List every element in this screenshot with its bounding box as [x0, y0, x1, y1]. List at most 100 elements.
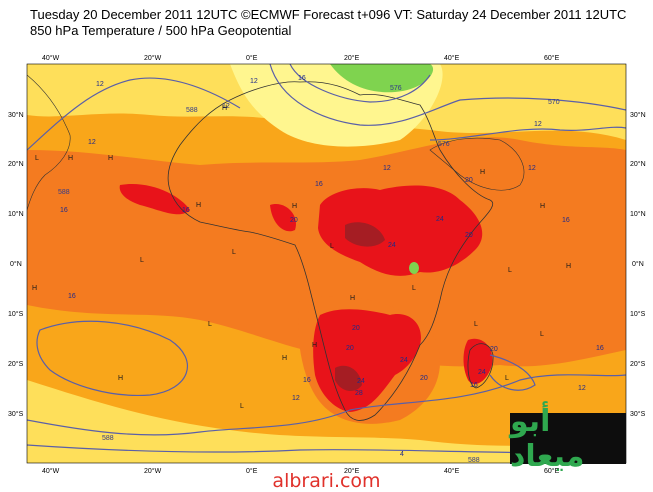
temp-band-yellow-south: [27, 380, 626, 463]
latitude-labels-left: 30°N 20°N 10°N 0°N 10°S 20°S 30°S: [8, 111, 24, 418]
contour-label: 12: [534, 121, 542, 128]
geopotential-label: 588: [58, 189, 70, 196]
pressure-mark: L: [240, 403, 244, 410]
lat-label: 20°S: [8, 360, 24, 368]
site-url-link[interactable]: albrari.com: [272, 470, 381, 492]
pressure-mark: H: [292, 203, 297, 210]
pressure-mark: H: [68, 155, 73, 162]
pressure-mark: H: [540, 203, 545, 210]
contour-label: 4: [400, 451, 404, 458]
lon-label: 40°E: [444, 54, 460, 62]
contour-label: 16: [68, 293, 76, 300]
contour-label: 16: [562, 217, 570, 224]
contour-label: 12: [528, 165, 536, 172]
pressure-mark: H: [108, 155, 113, 162]
contour-label: 20: [290, 217, 298, 224]
lat-label: 20°N: [630, 160, 646, 168]
logo-badge: أبو ميعاد: [510, 404, 626, 474]
lon-label: 0°E: [246, 54, 258, 62]
pressure-mark: L: [474, 321, 478, 328]
contour-label: 16: [298, 75, 306, 82]
logo-text: أبو ميعاد: [510, 403, 585, 474]
geopotential-label: 576: [438, 141, 450, 148]
latitude-labels-right: 30°N 20°N 10°N 0°N 10°S 20°S 30°S: [630, 111, 646, 418]
contour-label: 24: [357, 378, 365, 385]
temp-band-darkred-south: [335, 365, 362, 392]
pressure-mark: L: [330, 243, 334, 250]
pressure-mark: L: [540, 331, 544, 338]
pressure-mark: H: [32, 285, 37, 292]
pressure-mark: L: [508, 267, 512, 274]
geopotential-label: 588: [102, 435, 114, 442]
contour-label: 20: [352, 325, 360, 332]
lat-label: 10°N: [630, 210, 646, 218]
contour-label: 16: [470, 382, 478, 389]
contour-label-group: 12 12 16 16 16 16 12 12 16 12 20 20 20 2…: [58, 75, 604, 464]
lat-label: 30°N: [630, 111, 646, 119]
pressure-mark: L: [505, 375, 509, 382]
longitude-labels-bottom: 40°W 20°W 0°E 20°E 40°E 60°E: [42, 467, 560, 475]
contour-label: 12: [383, 165, 391, 172]
lon-label: 20°W: [144, 467, 162, 475]
lat-label: 10°S: [8, 310, 24, 318]
contour-label: 20: [346, 345, 354, 352]
lon-label: 40°W: [42, 54, 60, 62]
pressure-mark: H: [566, 263, 571, 270]
lat-label: 10°S: [630, 310, 646, 318]
temperature-field: 12 12 16 16 16 16 12 12 16 12 20 20 20 2…: [27, 64, 626, 464]
pressure-mark: L: [35, 155, 39, 162]
temp-band-red-small: [270, 204, 296, 232]
contour-label: 16: [60, 207, 68, 214]
contour-label: 24: [436, 216, 444, 223]
contour-label: 12: [292, 395, 300, 402]
lake-victoria: [409, 262, 419, 274]
lon-label: 60°E: [544, 467, 560, 475]
pressure-mark-group: H H H H H H H H L L L L L L L H H L L H …: [32, 105, 571, 410]
pressure-mark: L: [140, 257, 144, 264]
contour-label: 20: [490, 346, 498, 353]
temp-band-red-central: [318, 185, 483, 276]
lat-label: 30°S: [630, 410, 646, 418]
lon-label: 40°W: [42, 467, 60, 475]
lat-label: 20°N: [8, 160, 24, 168]
map-subtitle: 850 hPa Temperature / 500 hPa Geopotenti…: [30, 23, 292, 38]
pressure-mark: H: [196, 202, 201, 209]
geopotential-label: 570: [548, 99, 560, 106]
africa-coastline: [167, 81, 493, 421]
longitude-labels-top: 40°W 20°W 0°E 20°E 40°E 60°E: [42, 54, 560, 62]
lat-label: 0°N: [10, 260, 22, 268]
temp-band-red-west: [119, 184, 190, 215]
map-border: [26, 63, 627, 464]
map-title: Tuesday 20 December 2011 12UTC ©ECMWF Fo…: [30, 7, 627, 22]
geopotential-label: 588: [186, 107, 198, 114]
pressure-mark: H: [350, 295, 355, 302]
america-coastline: [27, 74, 71, 211]
contour-label: 28: [355, 390, 363, 397]
lat-label: 30°N: [8, 111, 24, 119]
contour-label: 16: [182, 207, 190, 214]
lat-label: 20°S: [630, 360, 646, 368]
temp-band-darkred-central: [345, 222, 385, 247]
contour-label: 12: [222, 103, 230, 110]
contour-label: 12: [88, 139, 96, 146]
pressure-mark: H: [282, 355, 287, 362]
contour-label: 24: [388, 242, 396, 249]
contour-label: 20: [420, 375, 428, 382]
lon-label: 40°E: [444, 467, 460, 475]
contour-label: 12: [96, 81, 104, 88]
contour-label: 20: [465, 177, 473, 184]
contour-label: 16: [596, 345, 604, 352]
madagascar-coastline: [467, 343, 494, 389]
geopotential-label: 588: [468, 457, 480, 464]
pressure-mark: L: [208, 321, 212, 328]
geopotential-label: 576: [390, 85, 402, 92]
lon-label: 0°E: [246, 467, 258, 475]
temp-band-green: [330, 64, 434, 93]
lat-label: 0°N: [632, 260, 644, 268]
lon-label: 20°E: [344, 54, 360, 62]
contour-label: 24: [400, 357, 408, 364]
pressure-mark: L: [412, 285, 416, 292]
temp-band-orange: [27, 137, 626, 367]
contour-label: 12: [578, 385, 586, 392]
